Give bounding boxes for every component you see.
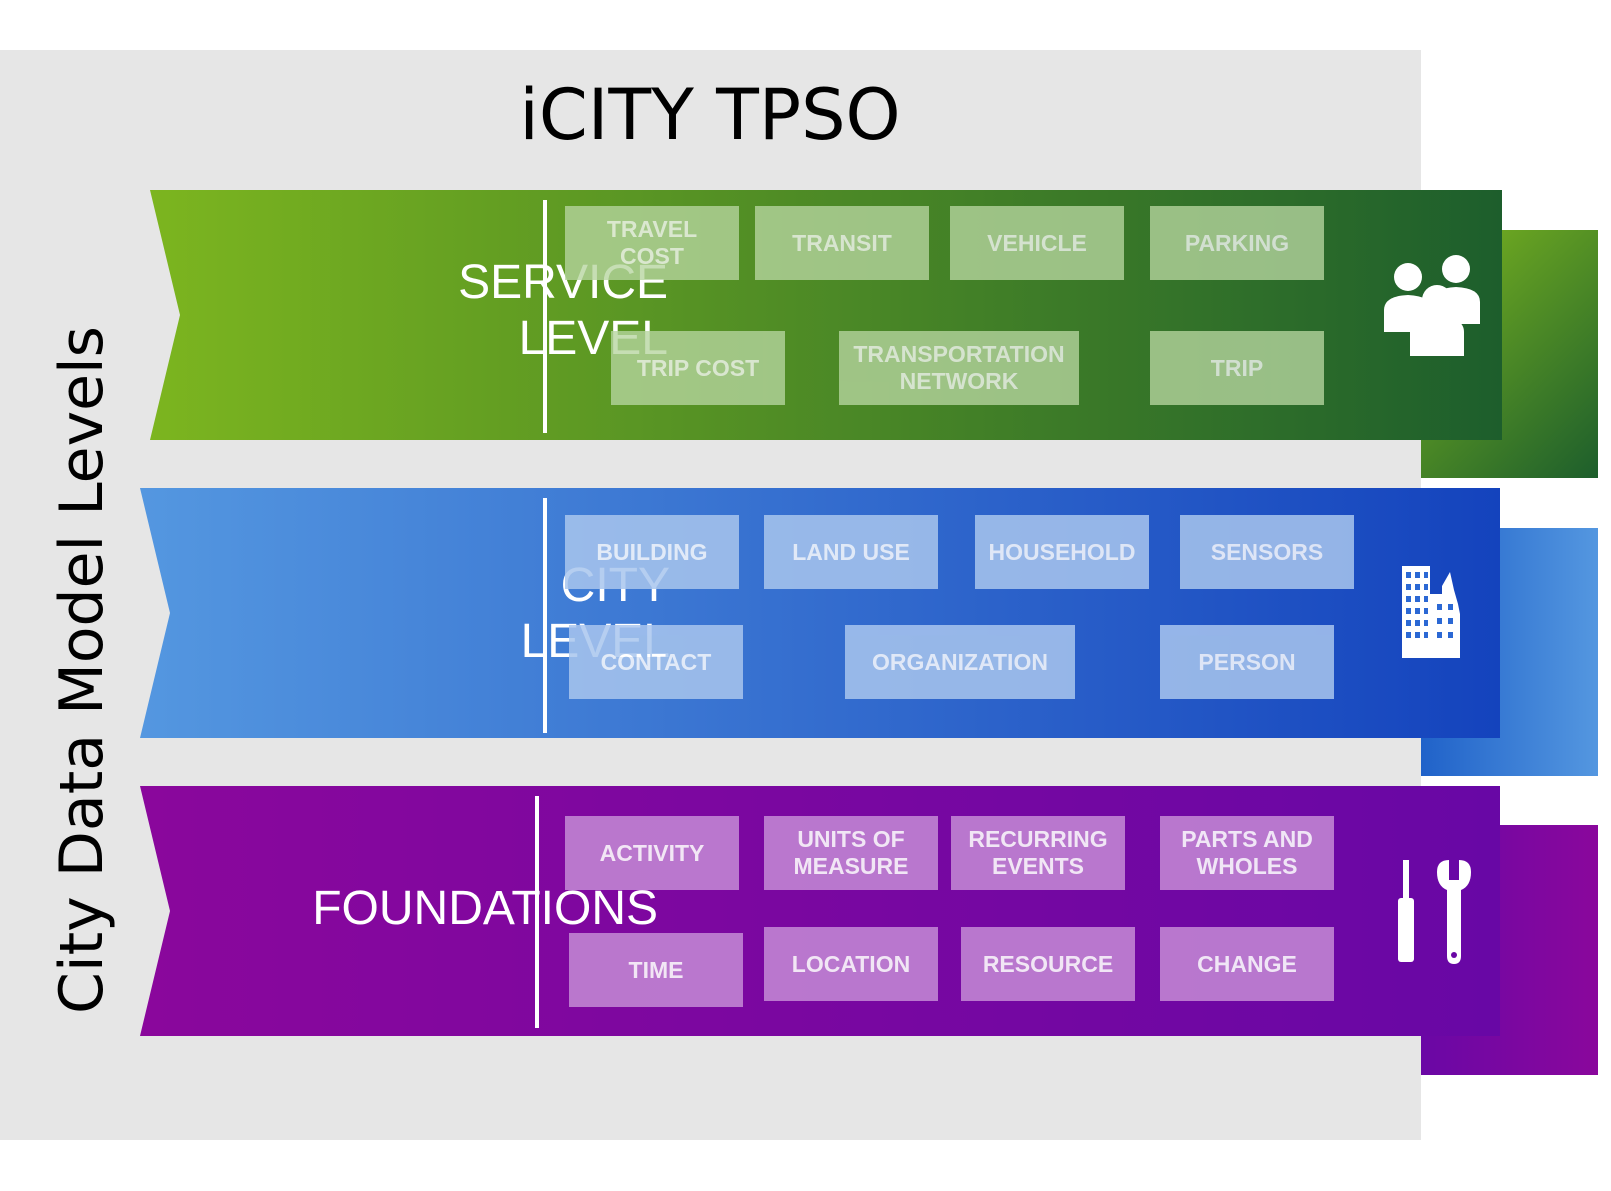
city-buildings-icon — [1402, 566, 1460, 658]
people-group-icon — [1384, 255, 1480, 356]
city-item-contact: CONTACT — [569, 625, 743, 699]
service-item-trip-cost: TRIP COST — [611, 331, 785, 405]
city-item-person: PERSON — [1160, 625, 1334, 699]
city-item-sensors: SENSORS — [1180, 515, 1354, 589]
city-level-divider — [543, 498, 547, 733]
foundation-item-resource: RESOURCE — [961, 927, 1135, 1001]
city-level-band: CITY LEVEL BUILDING LAND USE HOUSEHOLD S… — [140, 488, 1500, 738]
city-item-land-use: LAND USE — [764, 515, 938, 589]
foundations-band: FOUNDATIONS ACTIVITY UNITS OF MEASURE RE… — [140, 786, 1500, 1036]
tools-icon — [1398, 860, 1471, 964]
side-axis-label: City Data Model Levels — [47, 326, 117, 1014]
service-item-transportation-network: TRANSPORTATION NETWORK — [839, 331, 1079, 405]
foundation-item-change: CHANGE — [1160, 927, 1334, 1001]
service-item-travel-cost: TRAVEL COST — [565, 206, 739, 280]
foundations-divider — [535, 796, 539, 1028]
foundations-label: FOUNDATIONS — [312, 882, 658, 935]
service-item-vehicle: VEHICLE — [950, 206, 1124, 280]
city-item-household: HOUSEHOLD — [975, 515, 1149, 589]
foundation-item-parts-and-wholes: PARTS AND WHOLES — [1160, 816, 1334, 890]
service-item-parking: PARKING — [1150, 206, 1324, 280]
foundation-item-location: LOCATION — [764, 927, 938, 1001]
foundation-item-recurring-events: RECURRING EVENTS — [951, 816, 1125, 890]
service-item-transit: TRANSIT — [755, 206, 929, 280]
service-level-divider — [543, 200, 547, 433]
city-item-building: BUILDING — [565, 515, 739, 589]
service-level-band: SERVICE LEVEL TRAVEL COST TRANSIT VEHICL… — [150, 190, 1502, 440]
foundation-item-activity: ACTIVITY — [565, 816, 739, 890]
foundation-item-units-of-measure: UNITS OF MEASURE — [764, 816, 938, 890]
diagram-title: iCITY TPSO — [519, 74, 901, 156]
city-item-organization: ORGANIZATION — [845, 625, 1075, 699]
service-item-trip: TRIP — [1150, 331, 1324, 405]
foundation-item-time: TIME — [569, 933, 743, 1007]
